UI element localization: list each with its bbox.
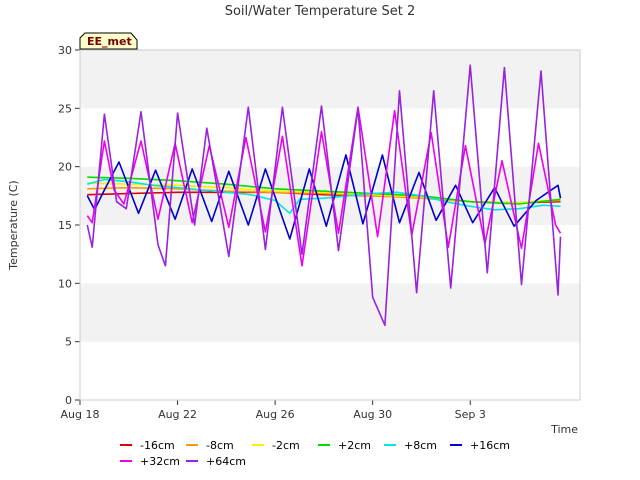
legend-label-+8cm: +8cm bbox=[404, 439, 437, 452]
grid-band bbox=[80, 50, 580, 109]
x-tick-label: Aug 30 bbox=[353, 408, 392, 421]
y-tick-label: 5 bbox=[65, 336, 72, 349]
series-line-+2cm bbox=[87, 176, 561, 205]
series-line-+16cm bbox=[86, 154, 562, 240]
grid-band bbox=[80, 225, 580, 284]
legend-label-+32cm: +32cm bbox=[140, 455, 180, 468]
legend-label--16cm: -16cm bbox=[140, 439, 175, 452]
y-tick-label: 10 bbox=[58, 277, 72, 290]
plot-frame bbox=[79, 49, 581, 401]
x-axis: Aug 18 Aug 22 Aug 26 Aug 30 Sep 3 bbox=[61, 400, 486, 421]
x-tick-label: Aug 26 bbox=[256, 408, 295, 421]
badge-box bbox=[79, 32, 138, 50]
y-axis-label: Temperature (C) bbox=[7, 180, 20, 270]
badge: EE_met bbox=[79, 32, 138, 50]
x-tick-label: Aug 22 bbox=[158, 408, 197, 421]
y-axis: 0 5 10 15 20 25 30 bbox=[58, 44, 80, 407]
y-tick-label: 15 bbox=[58, 219, 72, 232]
legend-label-+64cm: +64cm bbox=[206, 455, 246, 468]
series-line-+32cm bbox=[86, 106, 562, 267]
grid-band bbox=[80, 283, 580, 342]
series-lines bbox=[86, 64, 562, 327]
y-tick-label: 20 bbox=[58, 161, 72, 174]
y-tick-label: 30 bbox=[58, 44, 72, 57]
legend-label-+16cm: +16cm bbox=[470, 439, 510, 452]
legend-label--2cm: -2cm bbox=[272, 439, 300, 452]
y-tick-label: 0 bbox=[65, 394, 72, 407]
chart-title: Soil/Water Temperature Set 2 bbox=[225, 4, 416, 19]
x-tick-label: Aug 18 bbox=[61, 408, 100, 421]
badge-label: EE_met bbox=[87, 35, 132, 48]
legend-label-+2cm: +2cm bbox=[338, 439, 371, 452]
grid-band bbox=[80, 341, 580, 400]
y-tick-label: 25 bbox=[58, 102, 72, 115]
legend: -16cm -8cm -2cm +2cm +8cm +16cm +32cm +64cm bbox=[120, 439, 510, 468]
x-axis-label: Time bbox=[550, 423, 578, 436]
x-tick-label: Sep 3 bbox=[455, 408, 486, 421]
grid-band bbox=[80, 108, 580, 167]
legend-label--8cm: -8cm bbox=[206, 439, 234, 452]
series-line-+64cm bbox=[86, 64, 562, 327]
